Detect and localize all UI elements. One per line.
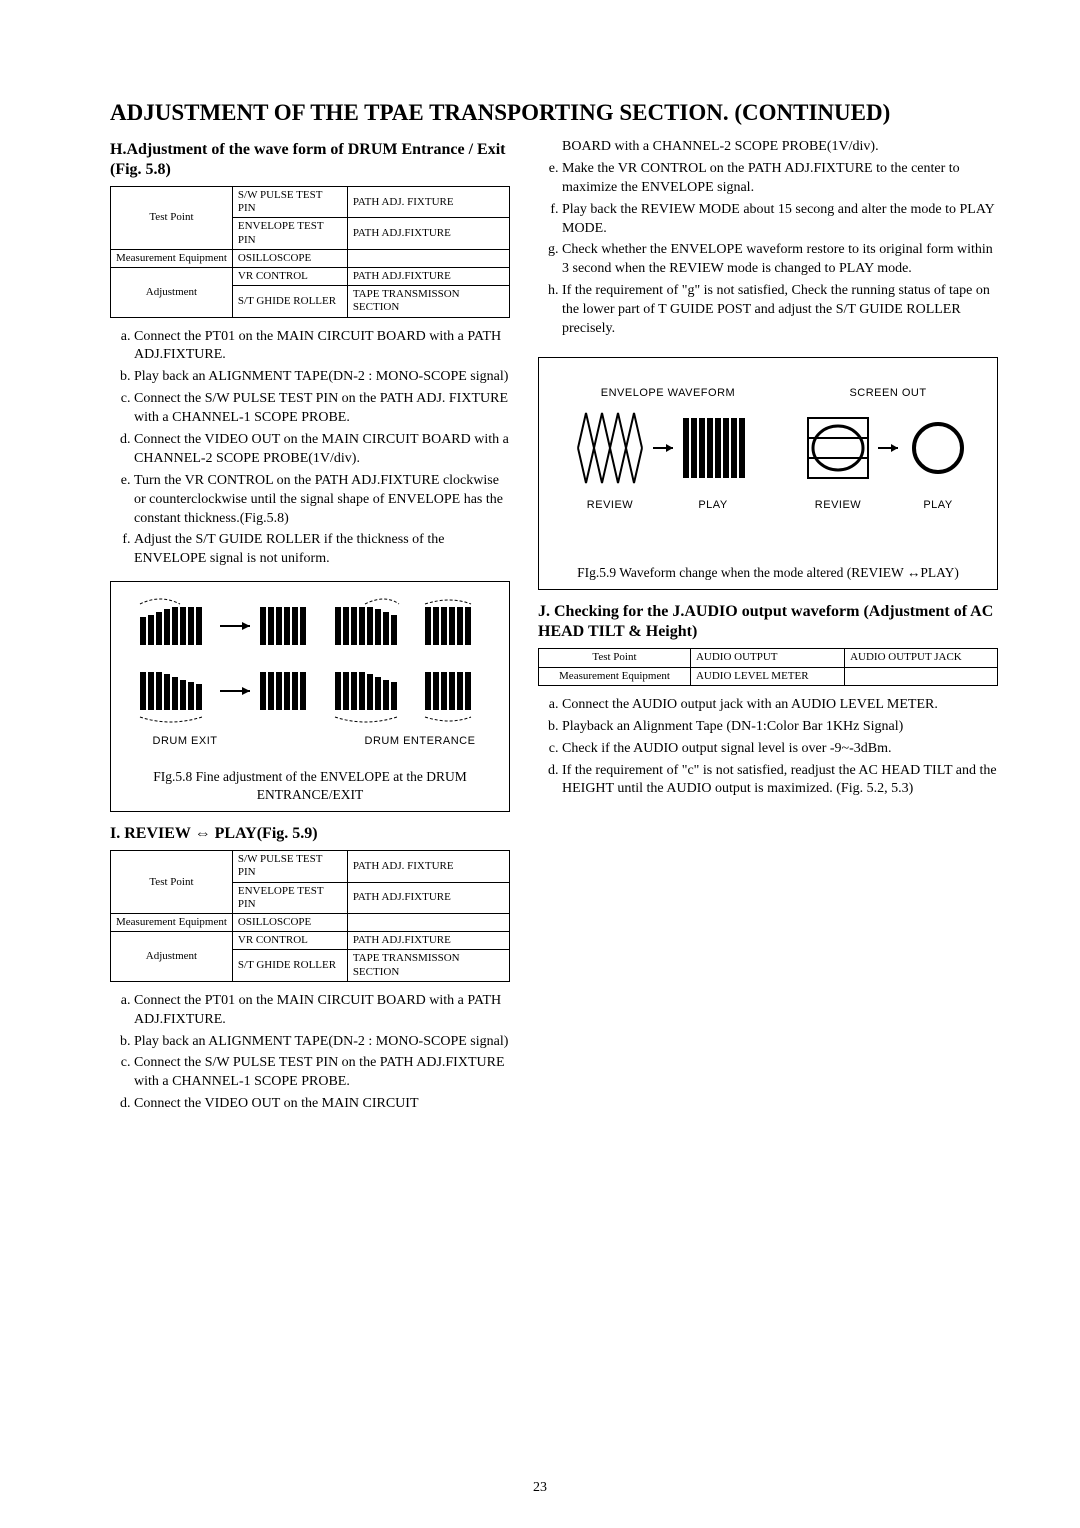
list-item: Make the VR CONTROL on the PATH ADJ.FIXT…	[562, 160, 998, 198]
right-column: BOARD with a CHANNEL-2 SCOPE PROBE(1V/di…	[538, 138, 998, 1117]
figure-5-9-svg: ENVELOPE WAVEFORM SCREEN OUT	[558, 368, 978, 558]
figure-5-9: ENVELOPE WAVEFORM SCREEN OUT	[538, 357, 998, 591]
section-h-steps: Connect the PT01 on the MAIN CIRCUIT BOA…	[110, 328, 510, 570]
page-title: ADJUSTMENT OF THE TPAE TRANSPORTING SECT…	[110, 100, 990, 126]
table-cell: Measurement Equipment	[111, 249, 233, 267]
section-j-heading: J. Checking for the J.AUDIO output wavef…	[538, 602, 998, 642]
section-i-steps-left: Connect the PT01 on the MAIN CIRCUIT BOA…	[110, 992, 510, 1114]
svg-text:SCREEN OUT: SCREEN OUT	[849, 387, 926, 399]
svg-text:DRUM ENTERANCE: DRUM ENTERANCE	[365, 735, 476, 747]
table-cell: AUDIO LEVEL METER	[690, 667, 844, 685]
table-cell: Test Point	[111, 851, 233, 914]
list-item: Connect the AUDIO output jack with an AU…	[562, 696, 998, 715]
page-number: 23	[0, 1480, 1080, 1496]
section-i-steps-right: Make the VR CONTROL on the PATH ADJ.FIXT…	[538, 160, 998, 339]
table-cell: PATH ADJ.FIXTURE	[347, 932, 509, 950]
table-cell: PATH ADJ.FIXTURE	[347, 267, 509, 285]
section-j-steps: Connect the AUDIO output jack with an AU…	[538, 696, 998, 799]
list-item: Check whether the ENVELOPE waveform rest…	[562, 241, 998, 279]
step-d-continuation: BOARD with a CHANNEL-2 SCOPE PROBE(1V/di…	[538, 138, 998, 157]
table-cell: VR CONTROL	[232, 932, 347, 950]
list-item: Adjust the S/T GUIDE ROLLER if the thick…	[134, 531, 510, 569]
table-cell: AUDIO OUTPUT JACK	[845, 649, 998, 667]
table-cell: AUDIO OUTPUT	[690, 649, 844, 667]
list-item: Play back the REVIEW MODE about 15 secon…	[562, 201, 998, 239]
section-h-heading: H.Adjustment of the wave form of DRUM En…	[110, 140, 510, 180]
list-item: If the requirement of "c" is not satisfi…	[562, 762, 998, 800]
svg-text:REVIEW: REVIEW	[587, 499, 634, 511]
section-h-table: Test Point S/W PULSE TEST PIN PATH ADJ. …	[110, 186, 510, 318]
svg-text:PLAY: PLAY	[698, 499, 727, 511]
heading-prefix: I. REVIEW	[110, 825, 195, 842]
svg-text:REVIEW: REVIEW	[815, 499, 862, 511]
table-cell: PATH ADJ.FIXTURE	[347, 882, 509, 913]
svg-text:DRUM EXIT: DRUM EXIT	[153, 735, 218, 747]
table-cell	[347, 914, 509, 932]
figure-5-8-svg: DRUM EXIT DRUM ENTERANCE	[130, 592, 490, 762]
table-cell: Measurement Equipment	[539, 667, 691, 685]
list-item: Connect the PT01 on the MAIN CIRCUIT BOA…	[134, 328, 510, 366]
list-item: Connect the VIDEO OUT on the MAIN CIRCUI…	[134, 1095, 510, 1114]
list-item: Connect the PT01 on the MAIN CIRCUIT BOA…	[134, 992, 510, 1030]
table-cell: TAPE TRANSMISSON SECTION	[347, 950, 509, 981]
table-cell: PATH ADJ. FIXTURE	[347, 851, 509, 882]
list-item: If the requirement of "g" is not satisfi…	[562, 282, 998, 339]
table-cell: ENVELOPE TEST PIN	[232, 218, 347, 249]
left-column: H.Adjustment of the wave form of DRUM En…	[110, 138, 510, 1117]
table-cell: S/W PULSE TEST PIN	[232, 187, 347, 218]
list-item: Playback an Alignment Tape (DN-1:Color B…	[562, 718, 998, 737]
list-item: Play back an ALIGNMENT TAPE(DN-2 : MONO-…	[134, 368, 510, 387]
table-cell: PATH ADJ.FIXTURE	[347, 218, 509, 249]
figure-5-8: DRUM EXIT DRUM ENTERANCE FIg.5.8 Fine ad…	[110, 581, 510, 812]
section-j-table: Test Point AUDIO OUTPUT AUDIO OUTPUT JAC…	[538, 648, 998, 685]
double-arrow-icon: ⇔	[195, 825, 211, 842]
list-item: Play back an ALIGNMENT TAPE(DN-2 : MONO-…	[134, 1033, 510, 1052]
list-item: Turn the VR CONTROL on the PATH ADJ.FIXT…	[134, 472, 510, 529]
svg-text:ENVELOPE WAVEFORM: ENVELOPE WAVEFORM	[601, 387, 735, 399]
heading-suffix: PLAY(Fig. 5.9)	[211, 825, 318, 842]
figure-5-8-caption: FIg.5.8 Fine adjustment of the ENVELOPE …	[119, 768, 501, 803]
table-cell	[347, 249, 509, 267]
list-item: Check if the AUDIO output signal level i…	[562, 740, 998, 759]
list-item: Connect the S/W PULSE TEST PIN on the PA…	[134, 1054, 510, 1092]
list-item: Connect the VIDEO OUT on the MAIN CIRCUI…	[134, 431, 510, 469]
table-cell: S/T GHIDE ROLLER	[232, 950, 347, 981]
table-cell: S/W PULSE TEST PIN	[232, 851, 347, 882]
table-cell: OSILLOSCOPE	[232, 249, 347, 267]
table-cell: OSILLOSCOPE	[232, 914, 347, 932]
table-cell: Measurement Equipment	[111, 914, 233, 932]
table-cell: Test Point	[111, 187, 233, 250]
table-cell: S/T GHIDE ROLLER	[232, 286, 347, 317]
table-cell: Adjustment	[111, 267, 233, 317]
list-item: Connect the S/W PULSE TEST PIN on the PA…	[134, 390, 510, 428]
table-cell: Adjustment	[111, 932, 233, 982]
table-cell: ENVELOPE TEST PIN	[232, 882, 347, 913]
figure-5-9-caption: FIg.5.9 Waveform change when the mode al…	[547, 564, 989, 582]
svg-text:PLAY: PLAY	[923, 499, 952, 511]
section-i-table: Test Point S/W PULSE TEST PIN PATH ADJ. …	[110, 850, 510, 982]
table-cell: Test Point	[539, 649, 691, 667]
table-cell: TAPE TRANSMISSON SECTION	[347, 286, 509, 317]
table-cell	[845, 667, 998, 685]
section-i-heading: I. REVIEW ⇔ PLAY(Fig. 5.9)	[110, 824, 510, 844]
table-cell: PATH ADJ. FIXTURE	[347, 187, 509, 218]
table-cell: VR CONTROL	[232, 267, 347, 285]
